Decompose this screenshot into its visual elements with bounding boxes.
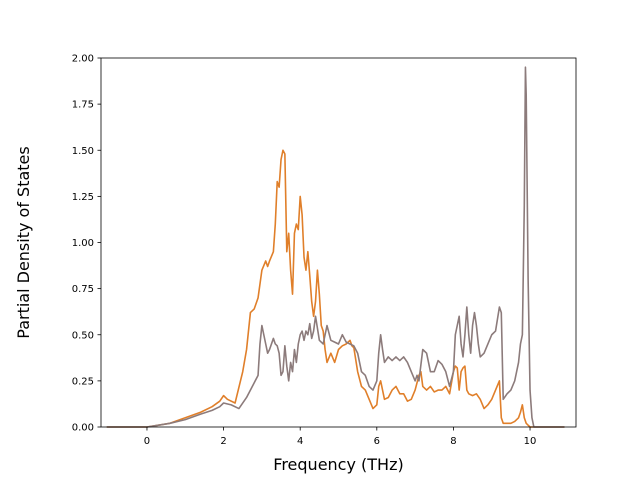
y-tick-label: 0.25 <box>72 376 94 387</box>
plot-area: 0 2 4 6 8 10 0.00 0.25 0.50 0.75 1.00 1.25 1.50 1.75 2… <box>72 54 577 447</box>
y-tick-label: 1.50 <box>72 146 94 157</box>
x-tick-label: 10 <box>524 436 537 447</box>
series-line-1 <box>106 149 565 428</box>
y-tick-label: 2.00 <box>72 54 94 65</box>
y-axis-label: Partial Density of States <box>14 146 33 338</box>
series-line-2 <box>106 66 565 428</box>
y-tick-label: 0.75 <box>72 284 94 295</box>
x-tick-label: 0 <box>144 436 150 447</box>
x-tick-label: 6 <box>374 436 380 447</box>
axes-frame <box>100 57 577 428</box>
x-tick-label: 8 <box>450 436 456 447</box>
y-tick-label: 1.75 <box>72 100 94 111</box>
y-tick-label: 1.25 <box>72 192 94 203</box>
y-tick-label: 1.00 <box>72 238 94 249</box>
x-axis-label: Frequency (THz) <box>273 455 403 474</box>
x-tick-label: 4 <box>297 436 303 447</box>
x-tick-label: 2 <box>220 436 226 447</box>
y-tick-label: 0.50 <box>72 330 94 341</box>
y-tick-label: 0.00 <box>72 423 94 434</box>
